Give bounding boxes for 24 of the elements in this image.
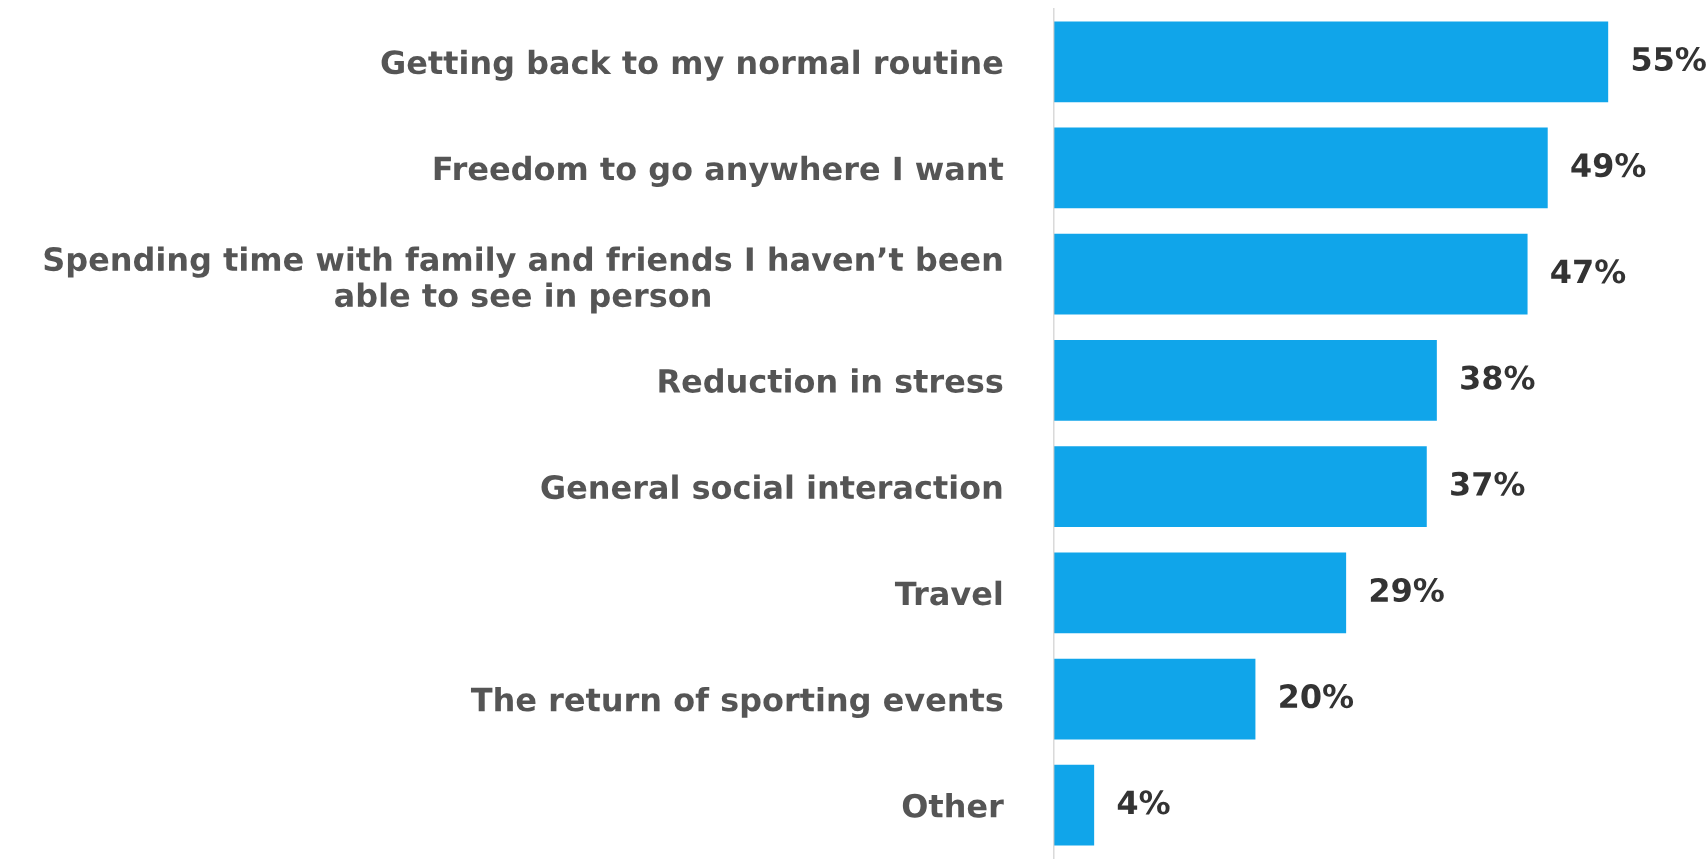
y-tick-label: Other (902, 793, 1004, 818)
bar (1053, 127, 1548, 209)
y-tick-label: Reduction in stress (659, 368, 1003, 393)
data-label: 49% (1571, 153, 1646, 178)
y-tick-label: Travel (894, 580, 1002, 606)
bar (1053, 233, 1528, 315)
y-tick-label: Spending time with family and friends I haven’t been able to see in person (44, 246, 1002, 314)
y-tick-label: General social interaction (541, 474, 1002, 500)
bar (1053, 21, 1609, 103)
y-tick-label: Getting back to my normal routine (381, 49, 1003, 81)
bar (1053, 340, 1437, 421)
data-label: 4% (1117, 790, 1170, 815)
data-label: 38% (1461, 365, 1535, 390)
y-tick-label: Freedom to go anywhere I want (434, 155, 1004, 188)
data-label: 37% (1451, 471, 1525, 496)
y-tick-label: The return of sporting events (470, 686, 1003, 719)
data-label: 20% (1280, 684, 1354, 709)
data-label: 29% (1370, 577, 1444, 603)
bar (1053, 446, 1427, 527)
data-label: 47% (1551, 259, 1626, 284)
bar (1053, 552, 1347, 634)
bar (1053, 658, 1256, 740)
bar (1053, 764, 1095, 846)
data-label: 55% (1632, 46, 1706, 72)
